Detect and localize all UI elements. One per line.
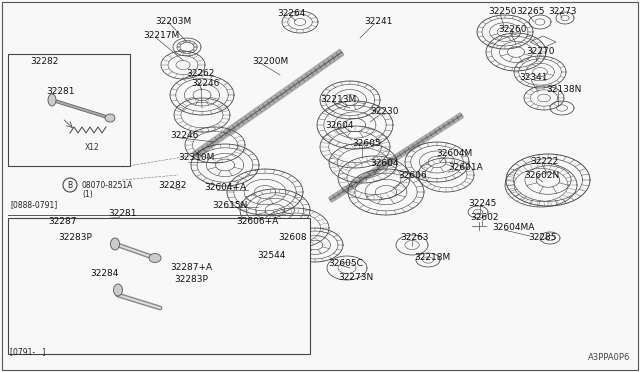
Text: 32544: 32544 xyxy=(257,250,285,260)
Text: 32260: 32260 xyxy=(498,26,527,35)
Text: 32604MA: 32604MA xyxy=(492,224,534,232)
Text: (1): (1) xyxy=(82,189,93,199)
Text: A3PPA0P6: A3PPA0P6 xyxy=(588,353,630,362)
Text: 32230: 32230 xyxy=(370,108,399,116)
Ellipse shape xyxy=(113,284,122,296)
Bar xyxy=(8,54,130,166)
Text: 32601A: 32601A xyxy=(448,164,483,173)
Text: X12: X12 xyxy=(84,144,99,153)
Text: 32284: 32284 xyxy=(90,269,118,278)
Text: 32310M: 32310M xyxy=(178,154,214,163)
Text: 32213M: 32213M xyxy=(320,96,356,105)
Text: 32602: 32602 xyxy=(470,214,499,222)
Text: 32604: 32604 xyxy=(325,121,353,129)
Text: 32241: 32241 xyxy=(364,17,392,26)
Bar xyxy=(8,218,310,354)
Text: 32606: 32606 xyxy=(398,170,427,180)
Text: 32604: 32604 xyxy=(370,158,399,167)
Text: [0888-0791]: [0888-0791] xyxy=(10,201,57,209)
Text: 32604+A: 32604+A xyxy=(204,183,246,192)
Text: 32250: 32250 xyxy=(488,7,516,16)
Text: 32246: 32246 xyxy=(191,80,220,89)
Text: 32263: 32263 xyxy=(400,232,429,241)
Text: 32285: 32285 xyxy=(528,234,557,243)
Text: 32606+A: 32606+A xyxy=(236,218,278,227)
Ellipse shape xyxy=(111,238,120,250)
Text: 32200M: 32200M xyxy=(252,58,288,67)
Text: 32217M: 32217M xyxy=(143,31,179,39)
Text: 32283P: 32283P xyxy=(174,276,208,285)
Text: 32281: 32281 xyxy=(108,208,136,218)
Text: 32265: 32265 xyxy=(516,7,545,16)
Text: 32222: 32222 xyxy=(530,157,558,167)
Text: 32245: 32245 xyxy=(468,199,497,208)
Text: 32605C: 32605C xyxy=(328,259,363,267)
Text: 32283P: 32283P xyxy=(58,232,92,241)
Text: 32246: 32246 xyxy=(170,131,198,141)
Text: 32615N: 32615N xyxy=(212,201,248,209)
Text: 32270: 32270 xyxy=(526,48,554,57)
Text: 32608: 32608 xyxy=(278,232,307,241)
Text: [0791-   ]: [0791- ] xyxy=(10,347,45,356)
Text: 32203M: 32203M xyxy=(155,17,191,26)
Text: 32273N: 32273N xyxy=(338,273,373,282)
Text: 32262: 32262 xyxy=(186,70,214,78)
Text: 32602N: 32602N xyxy=(524,170,559,180)
Text: 32281: 32281 xyxy=(46,87,74,96)
Text: 32341: 32341 xyxy=(519,74,547,83)
Text: 32287+A: 32287+A xyxy=(170,263,212,273)
Text: 32282: 32282 xyxy=(158,180,186,189)
Text: 32273: 32273 xyxy=(548,7,577,16)
Text: 32218M: 32218M xyxy=(414,253,451,263)
Text: B: B xyxy=(67,180,72,189)
Ellipse shape xyxy=(48,94,56,106)
Ellipse shape xyxy=(105,114,115,122)
Text: 08070-8251A: 08070-8251A xyxy=(82,180,133,189)
Text: 32287: 32287 xyxy=(48,218,77,227)
Text: 32604M: 32604M xyxy=(436,148,472,157)
Text: 32282: 32282 xyxy=(30,58,58,67)
Ellipse shape xyxy=(149,253,161,263)
Text: 32264: 32264 xyxy=(277,10,305,19)
Text: 32605: 32605 xyxy=(352,138,381,148)
Text: 32138N: 32138N xyxy=(546,86,581,94)
